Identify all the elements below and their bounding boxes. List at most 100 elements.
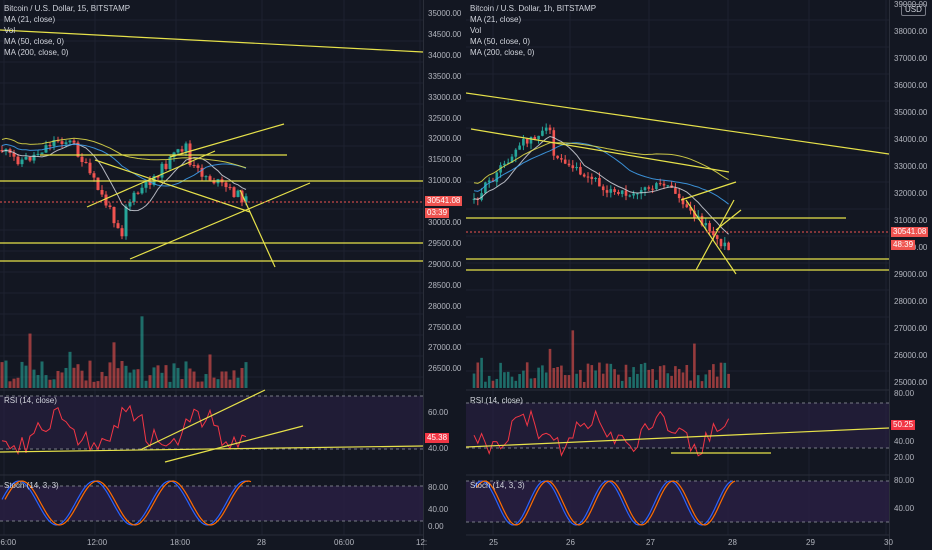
candle [579,166,582,175]
volume-bar [484,381,487,388]
left-rsi-tick: 60.00 [428,408,449,417]
left-price-axis[interactable]: 35000.00 34500.00 34000.00 33500.00 33000.00… [423,0,466,550]
volume-bar [525,362,529,388]
left-legend-vol[interactable]: Vol [4,26,16,35]
volume-bar [44,375,48,388]
right-rsi-tick: 20.00 [894,453,915,462]
volume-bar [184,361,188,388]
candle [136,192,140,194]
volume-bar [104,376,108,388]
left-rsi-legend[interactable]: RSI (14, close) [4,396,57,405]
right-rsi-tick: 80.00 [894,389,915,398]
candle [184,143,188,152]
volume-bar [723,362,727,388]
candle [196,165,200,168]
candle [651,188,654,190]
candle [510,156,514,163]
right-time-label: 28 [728,538,737,547]
volume-bar [620,380,624,388]
candle [212,180,216,184]
rsi-band [0,396,423,449]
right-legend-ma200[interactable]: MA (200, close, 0) [470,48,535,57]
candle [617,191,620,194]
volume-bar [132,369,136,388]
volume-bar [236,377,240,388]
left-stoch-tick: 40.00 [428,505,449,514]
right-legend-symbol[interactable]: Bitcoin / U.S. Dollar, 1h, BITSTAMP [470,4,597,13]
candle [192,165,196,167]
candle [120,228,124,237]
candle [662,183,666,186]
volume-bar [92,381,96,388]
volume-bar [36,375,40,388]
right-stoch-legend[interactable]: Stoch (14, 3, 3) [470,481,525,490]
right-rsi-tick: 40.00 [894,437,915,446]
left-legend-ma50[interactable]: MA (50, close, 0) [4,37,65,46]
volume-bar [4,360,8,388]
right-legend-ma50[interactable]: MA (50, close, 0) [470,37,531,46]
volume-bar [503,372,506,388]
candle [204,176,208,178]
stoch-k-line [1,480,249,526]
volume-bar [228,379,232,388]
left-stoch-tick: 0.00 [428,522,444,531]
candle [208,176,212,181]
volume-bar [541,365,544,388]
left-chart-pane[interactable]: Bitcoin / U.S. Dollar, 15, BITSTAMP MA (… [0,0,466,550]
volume-bar [522,370,525,388]
candle [148,180,152,185]
trendline [169,123,285,158]
right-chart-canvas[interactable] [466,0,890,550]
candle [12,152,16,157]
left-price-tick: 28500.00 [428,280,462,290]
volume-bar [696,375,700,388]
candle [560,158,563,160]
volume-bar [537,367,540,388]
right-stoch-tick: 80.00 [894,476,915,485]
currency-button[interactable]: USD [901,4,926,16]
volume-bar [658,366,662,388]
left-price-tick: 32500.00 [428,113,462,123]
volume-bar [624,364,628,388]
volume-bar [152,367,156,388]
volume-bar [120,360,124,388]
volume-bar [579,369,582,388]
right-rsi-badge: 50.25 [891,420,916,430]
right-price-axis[interactable]: 39000.00 38000.00 37000.00 36000.00 35000.00… [889,0,932,550]
right-stoch-tick: 40.00 [894,504,915,513]
right-legend: Bitcoin / U.S. Dollar, 1h, BITSTAMP MA (… [470,3,596,58]
candle [723,242,727,247]
candle [514,149,518,157]
candle [80,156,84,162]
candle [132,192,136,202]
left-price-tick: 32000.00 [428,134,462,144]
candle [674,187,677,194]
volume-bar [495,378,499,388]
trendline [715,209,742,231]
volume-bar [670,375,673,388]
left-legend-ma200[interactable]: MA (200, close, 0) [4,48,69,57]
left-legend-symbol[interactable]: Bitcoin / U.S. Dollar, 15, BITSTAMP [4,4,131,13]
right-rsi-legend[interactable]: RSI (14, close) [470,396,523,405]
volume-bar [88,360,92,388]
candle [124,206,128,237]
right-chart-pane[interactable]: Bitcoin / U.S. Dollar, 1h, BITSTAMP MA (… [466,0,890,550]
volume-bar [212,377,216,388]
volume-bar [64,367,68,388]
volume-bar [56,370,60,388]
left-chart-canvas[interactable] [0,0,466,550]
right-time-label: 25 [489,538,498,547]
candle [556,155,559,159]
candle [613,189,616,192]
left-legend-ma21[interactable]: MA (21, close) [4,15,56,24]
candle [658,183,662,185]
left-stoch-legend[interactable]: Stoch (14, 3, 3) [4,481,59,490]
stoch-band [0,486,423,521]
right-legend-vol[interactable]: Vol [470,26,482,35]
candle [689,207,692,211]
volume-bar [216,379,220,388]
rsi-band [466,403,889,448]
candle [52,140,56,147]
right-legend-ma21[interactable]: MA (21, close) [470,15,522,24]
volume-bar [685,364,689,388]
